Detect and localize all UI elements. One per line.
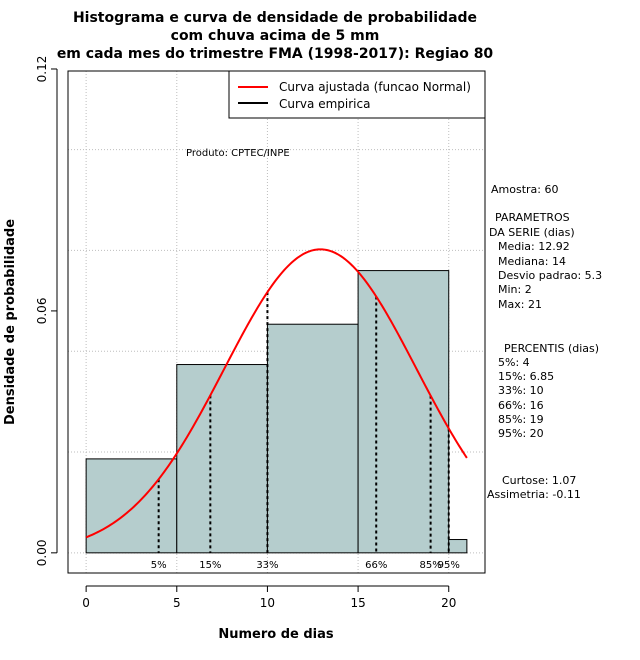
chart-title-line-1: Histograma e curva de densidade de proba… (73, 10, 477, 26)
legend-fitted-label: Curva ajustada (funcao Normal) (279, 80, 471, 94)
param-min: Min: 2 (498, 283, 532, 296)
axes: 0 5 10 15 20 0.00 0.06 0.12 (35, 56, 456, 610)
param-median: Mediana: 14 (498, 255, 566, 268)
percentile-label: 15% (199, 560, 221, 571)
x-tick-label: 0 (82, 596, 90, 610)
percentil-85: 85%: 19 (498, 413, 544, 426)
y-tick-label: 0.00 (35, 539, 49, 566)
percentil-33: 33%: 10 (498, 384, 544, 397)
fitted-normal-curve (85, 248, 468, 539)
y-tick-label: 0.06 (35, 298, 49, 325)
percentil-15: 15%: 6.85 (498, 370, 554, 383)
param-mean: Media: 12.92 (498, 240, 570, 253)
percentil-5: 5%: 4 (498, 356, 530, 369)
kurtosis: Curtose: 1.07 (502, 474, 576, 487)
histogram-bar (266, 323, 359, 554)
legend-box (228, 70, 486, 119)
sample-size: Amostra: 60 (491, 183, 558, 196)
x-axis-label: Numero de dias (218, 627, 334, 642)
legend-empirical-label: Curva empirica (279, 97, 370, 111)
percentile-lines: 5% 15% 33% 66% 85%95% (151, 292, 460, 571)
param-sd: Desvio padrao: 5.3 (498, 269, 602, 282)
params-heading-1: PARAMETROS (495, 211, 570, 224)
stats-panel: Amostra: 60 PARAMETROS DA SERIE (dias) M… (487, 183, 602, 501)
chart-title-line-3: em cada mes do trimestre FMA (1998-2017)… (57, 46, 494, 62)
percentil-95: 95%: 20 (498, 427, 544, 440)
fitted-curve-layer (85, 248, 468, 539)
percentil-66: 66%: 16 (498, 399, 544, 412)
percentis-heading: PERCENTIS (dias) (504, 342, 599, 355)
histogram-bar (448, 539, 468, 554)
histogram-bars (85, 270, 468, 554)
y-axis-label: Densidade de probabilidade (3, 219, 18, 425)
params-heading-2: DA SERIE (dias) (489, 226, 575, 239)
percentile-label: 5% (151, 560, 167, 571)
y-tick-label: 0.12 (35, 56, 49, 83)
param-max: Max: 21 (498, 298, 542, 311)
skewness: Assimetria: -0.11 (487, 488, 581, 501)
product-label: Produto: CPTEC/INPE (186, 148, 290, 159)
percentile-label: 85% (419, 560, 441, 571)
histogram-bar (176, 364, 268, 554)
legend: Curva ajustada (funcao Normal) Curva emp… (228, 70, 486, 119)
x-tick-label: 15 (350, 596, 365, 610)
percentile-label: 33% (256, 560, 278, 571)
percentile-label: 66% (365, 560, 387, 571)
histogram-bar (357, 270, 450, 554)
x-tick-label: 20 (441, 596, 456, 610)
percentile-label: 95% (438, 560, 460, 571)
x-tick-label: 10 (260, 596, 275, 610)
chart-title-line-2: com chuva acima de 5 mm (171, 28, 380, 44)
x-tick-label: 5 (173, 596, 181, 610)
